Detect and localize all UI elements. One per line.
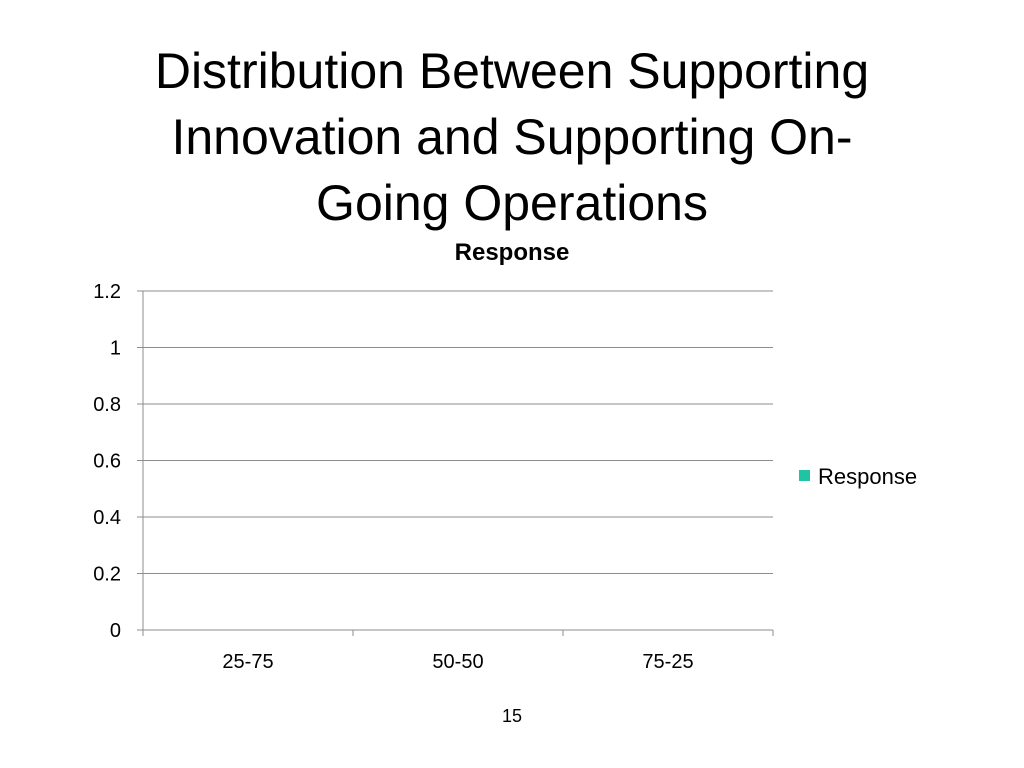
- y-tick-label: 0.8: [93, 394, 121, 416]
- slide-title: Distribution Between Supporting Innovati…: [60, 38, 964, 236]
- slide-title-line-2: Innovation and Supporting On-: [171, 109, 853, 165]
- x-tick-label: 50-50: [432, 651, 483, 673]
- page-number: 15: [501, 706, 523, 726]
- y-tick-label: 1: [110, 338, 121, 360]
- y-tick-label: 0.6: [93, 451, 121, 473]
- legend: Response: [799, 464, 917, 489]
- x-tick-labels: 25-75 50-50 75-25: [222, 651, 693, 673]
- y-tick-label: 1.2: [93, 281, 121, 303]
- gridlines: [143, 290, 773, 574]
- chart-title: Response: [455, 239, 570, 266]
- slide-title-line-3: Going Operations: [316, 175, 708, 231]
- y-tick-label: 0.4: [93, 507, 121, 529]
- y-tick-labels: 0 0.2 0.4 0.6 0.8 1 1.2: [93, 281, 121, 642]
- response-chart: Response 0 0.2 0.4 0.6 0.8 1 1.2 25-75 50-50 75-…: [93, 239, 917, 673]
- slide-title-line-1: Distribution Between Supporting: [154, 43, 870, 99]
- x-tick-label: 75-25: [642, 651, 693, 673]
- legend-label: Response: [818, 464, 917, 489]
- y-tick-label: 0: [110, 620, 121, 642]
- legend-swatch: [799, 470, 810, 481]
- axes: [137, 290, 774, 636]
- x-tick-label: 25-75: [222, 651, 273, 673]
- y-tick-label: 0.2: [93, 564, 121, 586]
